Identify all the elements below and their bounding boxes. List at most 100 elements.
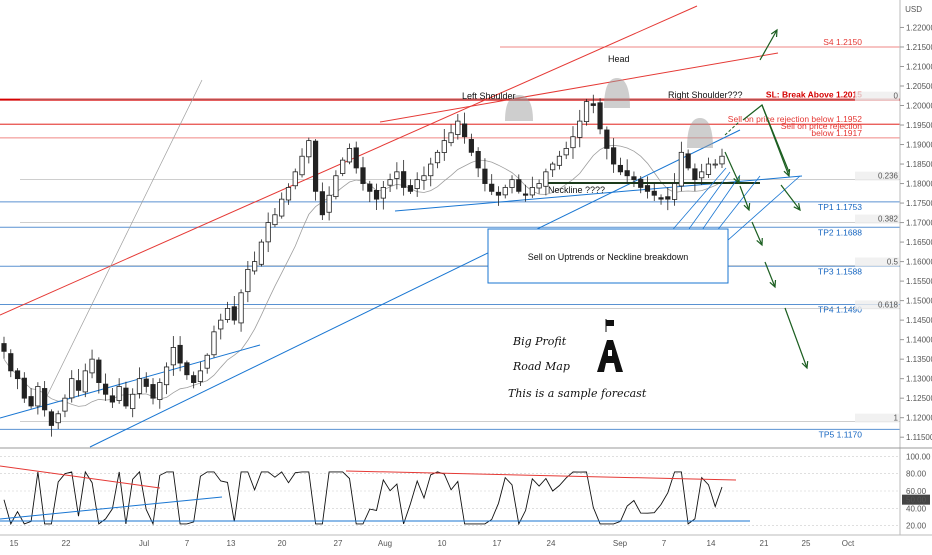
osc-blue-trendline-1 <box>0 496 223 520</box>
candle <box>306 140 312 158</box>
candle <box>577 120 583 138</box>
candle <box>14 370 21 380</box>
candle <box>712 163 718 166</box>
candle <box>468 139 474 153</box>
candle <box>536 183 542 189</box>
price-tick-label: 1.20000 <box>906 102 932 111</box>
price-tick-label: 1.13000 <box>906 375 932 384</box>
candle <box>326 194 332 213</box>
fib-level-box <box>855 413 899 423</box>
candle <box>502 187 508 196</box>
candle <box>55 413 61 424</box>
candle <box>177 344 183 364</box>
osc-tick-label: 40.00 <box>906 504 927 513</box>
candle <box>475 151 481 169</box>
road-mark <box>608 350 612 356</box>
forecast-arrow-1 <box>724 151 740 184</box>
fib-level-label: 0.382 <box>878 215 899 224</box>
candle <box>529 187 535 196</box>
time-tick-label: 17 <box>493 539 502 548</box>
candle <box>665 196 671 200</box>
candle <box>292 171 298 187</box>
forecast-arrow-up-head <box>770 28 778 38</box>
time-tick-label: 27 <box>334 539 343 548</box>
candle <box>550 163 556 171</box>
candle <box>583 101 590 123</box>
time-tick-label: Aug <box>378 539 392 548</box>
price-tick-label: 1.14500 <box>906 316 932 325</box>
candle <box>421 175 427 181</box>
time-tick-label: Sep <box>613 539 628 548</box>
osc-tick-label: 20.00 <box>906 522 927 531</box>
time-tick-label: 24 <box>547 539 556 548</box>
candle <box>8 353 14 372</box>
price-level-label: SL: Break Above 1.2015 <box>766 90 862 100</box>
price-tick-label: 1.16500 <box>906 238 932 247</box>
candle <box>611 147 617 165</box>
candle <box>407 185 414 192</box>
candle <box>28 396 34 407</box>
candle <box>387 179 393 186</box>
osc-tick-label: 100.00 <box>906 452 931 461</box>
candle <box>252 261 258 272</box>
candle <box>157 382 163 400</box>
candle <box>448 132 454 144</box>
sample-forecast-text: This is a sample forecast <box>508 387 647 400</box>
forecast-dash <box>724 121 740 136</box>
candle <box>333 175 339 198</box>
candle <box>340 159 346 174</box>
osc-value-box <box>902 494 930 505</box>
candle <box>604 129 610 149</box>
price-tick-label: 1.20500 <box>906 82 932 91</box>
candle <box>624 170 630 177</box>
candle <box>218 319 224 330</box>
candle <box>414 179 420 189</box>
candle <box>197 370 204 382</box>
fib-level-box <box>855 300 899 310</box>
price-level-label: Sell on price rejection <box>781 121 863 131</box>
candle <box>163 366 170 386</box>
candle <box>312 140 319 192</box>
time-tick-label: 15 <box>10 539 19 548</box>
candle <box>21 377 27 399</box>
fib-level-box <box>855 171 899 181</box>
fib-level-label: 0 <box>894 92 899 101</box>
fib-level-box <box>855 214 899 224</box>
time-tick-label: 14 <box>707 539 716 548</box>
osc-tick-label: 80.00 <box>906 470 927 479</box>
candle <box>211 331 217 356</box>
time-tick-label: 13 <box>227 539 236 548</box>
candle <box>299 155 305 176</box>
candle <box>130 393 136 410</box>
candle <box>482 168 488 184</box>
candle <box>245 268 251 293</box>
head-label: Head <box>608 54 630 64</box>
price-tick-label: 1.12000 <box>906 414 932 423</box>
road-map-line-1: Big Profit <box>512 335 567 348</box>
candle <box>522 193 529 196</box>
time-tick-label: 25 <box>802 539 811 548</box>
candle <box>96 359 102 383</box>
callout-box <box>487 228 729 284</box>
candle <box>699 171 705 179</box>
time-tick-label: 21 <box>760 539 769 548</box>
candle <box>75 380 82 391</box>
time-tick-label: Oct <box>842 539 855 548</box>
candle <box>265 222 271 243</box>
forecast-arrow-4-head <box>769 279 777 289</box>
right-shoulder-label: Right Shoulder??? <box>668 90 743 100</box>
candle <box>184 362 190 376</box>
price-level-label: Sell on price rejection below 1.1952 <box>728 114 862 124</box>
fib-level-label: 0.5 <box>887 257 899 266</box>
candle <box>590 103 596 106</box>
candle <box>678 151 684 187</box>
candle <box>62 397 68 412</box>
candle <box>651 190 657 196</box>
time-tick-label: 20 <box>278 539 287 548</box>
forecast-arrow-3-head <box>756 237 763 247</box>
forecast-arrow-down-1 <box>761 104 790 177</box>
candle <box>143 378 149 387</box>
time-tick-label: 7 <box>662 539 667 548</box>
osc-red-trendline-1 <box>0 465 161 489</box>
